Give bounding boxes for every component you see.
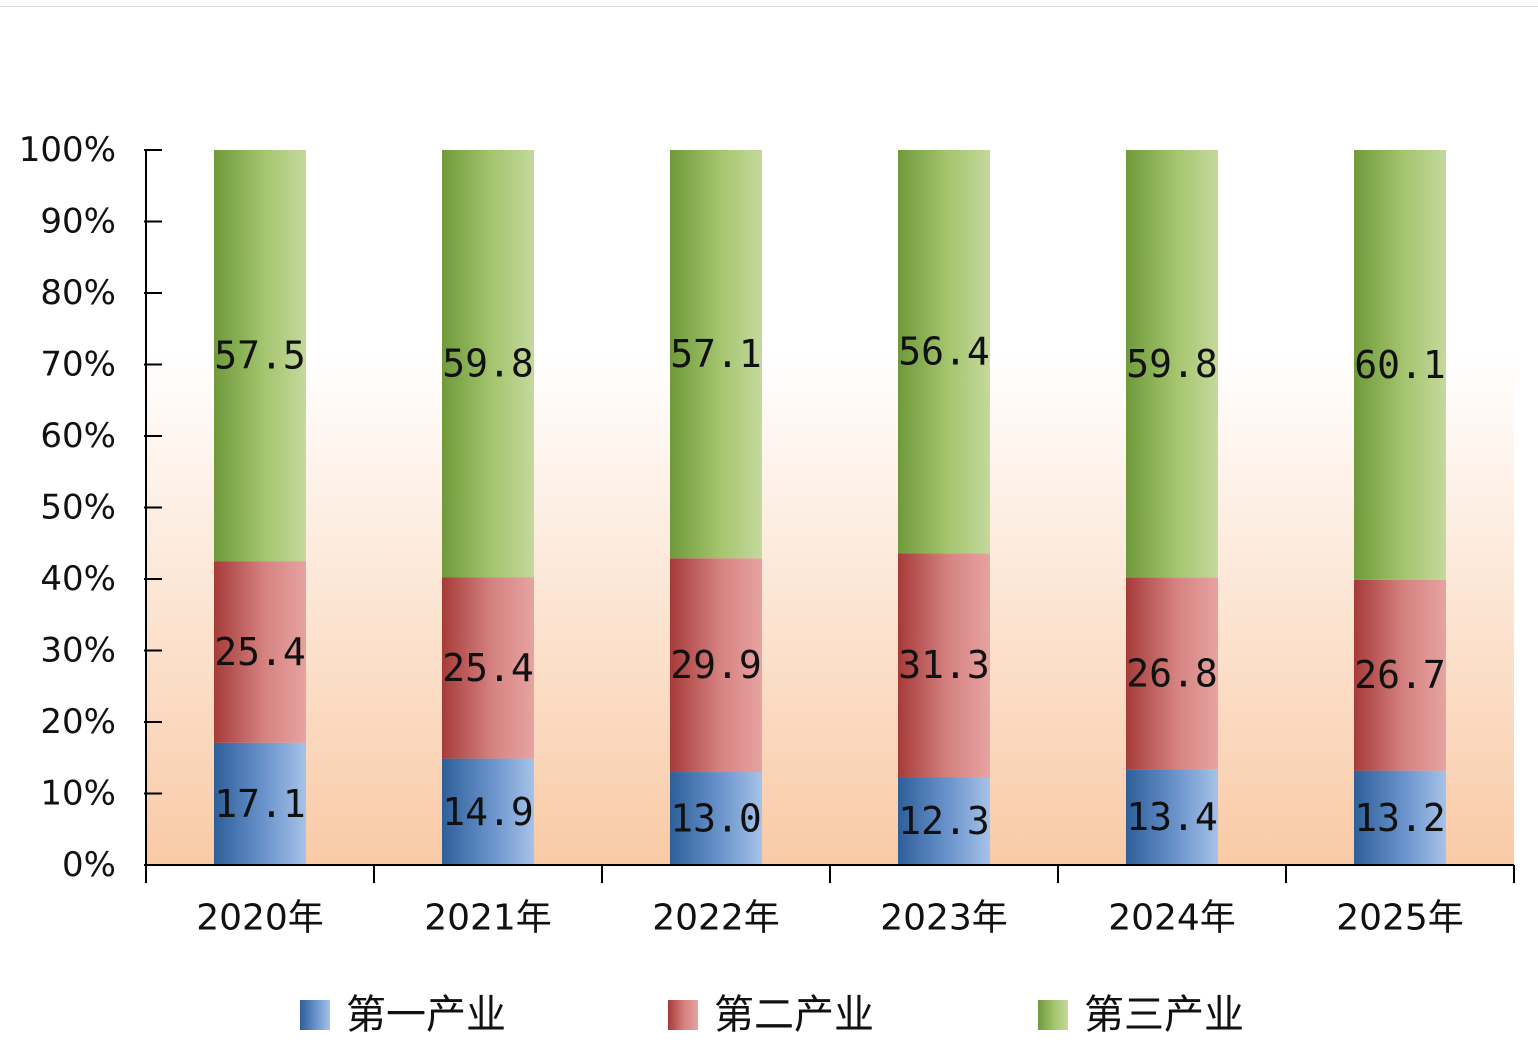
data-label-s2-c4: 31.3 xyxy=(898,643,990,687)
y-tick-label: 90% xyxy=(40,202,116,242)
bar-segment-s3-c3 xyxy=(670,150,762,559)
bar-segment-s1-c3 xyxy=(670,772,762,865)
bar-segment-s1-c2 xyxy=(442,758,534,865)
bar-segment-s2-c1 xyxy=(214,561,306,743)
y-tick-label: 10% xyxy=(40,774,116,814)
bar-segment-s2-c3 xyxy=(670,558,762,773)
y-tick-label: 20% xyxy=(40,702,116,742)
data-label-s1-c3: 13.0 xyxy=(670,797,762,841)
legend-swatch-s3 xyxy=(1038,1000,1068,1030)
bar-segment-s1-c5 xyxy=(1126,769,1218,865)
x-tick-label: 2020年 xyxy=(196,898,324,939)
y-tick-label: 50% xyxy=(40,488,116,528)
legend-swatch-s2 xyxy=(668,1000,698,1030)
data-label-s3-c6: 60.1 xyxy=(1354,343,1446,387)
bar-segment-s3-c6 xyxy=(1354,150,1446,580)
data-label-s3-c3: 57.1 xyxy=(670,332,762,376)
x-tick-label: 2023年 xyxy=(880,898,1008,939)
plot-area xyxy=(146,150,1514,865)
data-label-s1-c4: 12.3 xyxy=(898,799,990,843)
top-divider xyxy=(0,6,1538,7)
bar-segment-s2-c2 xyxy=(442,577,534,759)
data-label-s2-c3: 29.9 xyxy=(670,643,762,687)
bar-segment-s2-c6 xyxy=(1354,579,1446,771)
data-label-s1-c6: 13.2 xyxy=(1354,796,1446,840)
bar-segment-s2-c4 xyxy=(898,553,990,778)
x-tick-label: 2025年 xyxy=(1336,898,1464,939)
data-label-s1-c1: 17.1 xyxy=(214,782,306,826)
legend-label-s1: 第一产业 xyxy=(346,992,506,1038)
bar-segment-s3-c4 xyxy=(898,150,990,554)
data-label-s3-c5: 59.8 xyxy=(1126,342,1218,386)
data-label-s2-c1: 25.4 xyxy=(214,630,306,674)
y-tick-label: 40% xyxy=(40,559,116,599)
legend-label-s2: 第二产业 xyxy=(714,992,874,1038)
legend-swatch-s1 xyxy=(300,1000,330,1030)
bar-segment-s1-c4 xyxy=(898,777,990,865)
bar-segment-s1-c6 xyxy=(1354,770,1446,865)
y-tick-label: 60% xyxy=(40,416,116,456)
x-tick-label: 2021年 xyxy=(424,898,552,939)
bars-layer: 17.1 25.4 57.5 14.9 25.4 59.8 13.0 29.9 57.1 12.3… xyxy=(214,150,1446,865)
bar-segment-s3-c5 xyxy=(1126,150,1218,578)
y-tick-label: 100% xyxy=(19,130,116,170)
axes-layer: 0% 10% 20% 30% 40% 50% 60% 70% 80% 90% 100% 2020年 20… xyxy=(19,130,1515,939)
data-label-s3-c4: 56.4 xyxy=(898,330,990,374)
data-label-s3-c2: 59.8 xyxy=(442,342,534,386)
bar-segment-s2-c5 xyxy=(1126,577,1218,770)
bar-segment-s1-c1 xyxy=(214,742,306,865)
y-tick-label: 0% xyxy=(62,845,116,885)
legend: 第一产业 第二产业 第三产业 xyxy=(300,992,1244,1038)
bar-segment-s3-c2 xyxy=(442,150,534,578)
legend-label-s3: 第三产业 xyxy=(1084,992,1244,1038)
data-label-s2-c5: 26.8 xyxy=(1126,651,1218,695)
data-label-s2-c6: 26.7 xyxy=(1354,653,1446,697)
y-tick-label: 70% xyxy=(40,345,116,385)
x-tick-label: 2022年 xyxy=(652,898,780,939)
data-label-s2-c2: 25.4 xyxy=(442,646,534,690)
y-tick-label: 80% xyxy=(40,273,116,313)
x-tick-label: 2024年 xyxy=(1108,898,1236,939)
bar-segment-s3-c1 xyxy=(214,150,306,562)
data-label-s1-c5: 13.4 xyxy=(1126,795,1218,839)
data-label-s3-c1: 57.5 xyxy=(214,334,306,378)
data-label-s1-c2: 14.9 xyxy=(442,790,534,834)
y-tick-label: 30% xyxy=(40,631,116,671)
